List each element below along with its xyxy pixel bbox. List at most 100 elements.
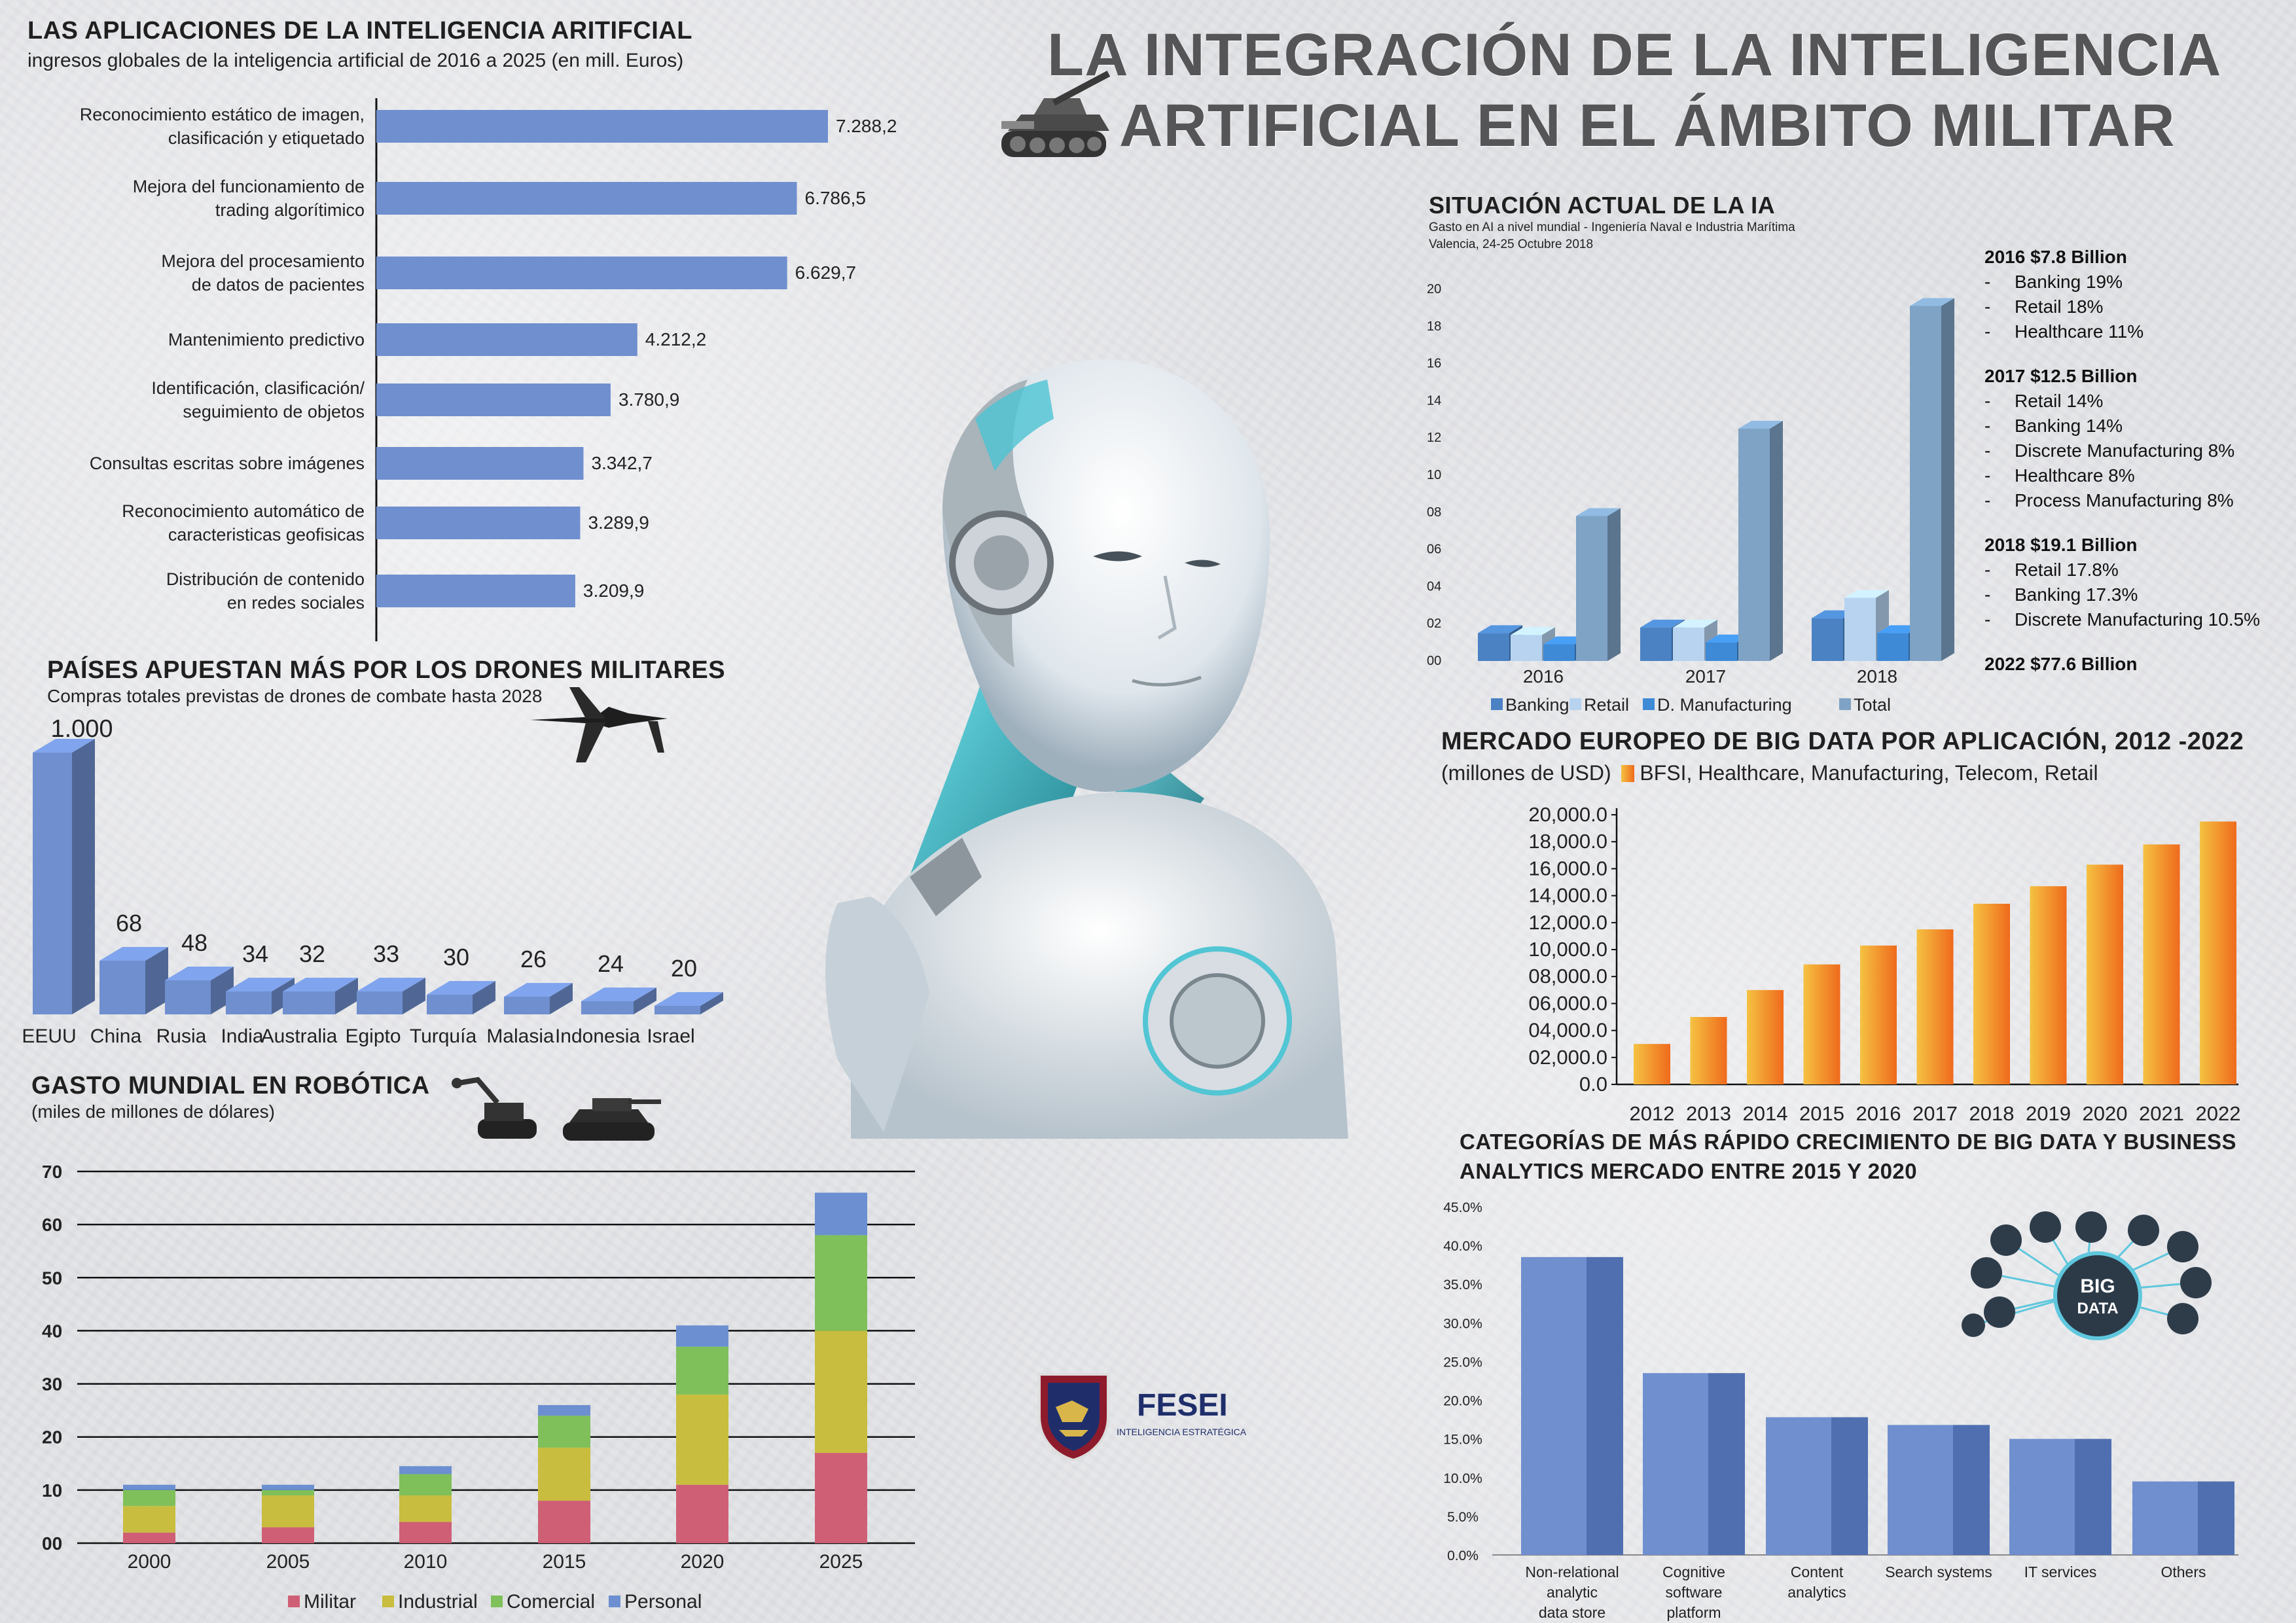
cat-x-label: IT services	[2024, 1563, 2097, 1580]
robotics-bar-segment	[538, 1416, 590, 1448]
robotics-y-tick: 50	[42, 1268, 62, 1288]
apps-subtitle: ingresos globales de la inteligencia art…	[27, 50, 684, 71]
robotics-y-tick: 40	[42, 1321, 62, 1341]
drone-country-label: China	[90, 1026, 142, 1047]
military-robot-icon	[452, 1077, 661, 1141]
cat-x-label: Search systems	[1885, 1563, 1992, 1580]
eu-bar	[2143, 844, 2180, 1084]
robotics-bar-segment	[538, 1501, 590, 1543]
apps-category-label: de datos de pacientes	[192, 275, 365, 294]
drone-value-label: 26	[520, 946, 547, 972]
apps-category-label: Reconocimiento automático de	[122, 501, 365, 521]
ia-note-text: Discrete Manufacturing 10.5%	[2015, 609, 2261, 630]
ia-note-item: - Discrete Manufacturing 8%	[1984, 438, 2292, 463]
robotics-bar-segment	[815, 1453, 867, 1543]
ia-y-tick: 20	[1427, 282, 1441, 296]
bigdata-cat-title2: ANALYTICS MERCADO ENTRE 2015 Y 2020	[1460, 1159, 1918, 1183]
apps-value-label: 6.629,7	[795, 262, 856, 283]
apps-category-label: seguimiento de objetos	[183, 402, 365, 421]
eu-y-tick: 20,000.0	[1528, 803, 1607, 826]
drone-country-label: Rusia	[156, 1026, 207, 1047]
robotics-legend-swatch	[382, 1596, 394, 1607]
ia-y-tick: 08	[1427, 505, 1441, 520]
drone-country-label: Egipto	[345, 1026, 401, 1047]
drone-bar	[283, 978, 358, 1014]
big-data-badge-line2: DATA	[2077, 1300, 2118, 1317]
robotics-bar-segment	[676, 1394, 728, 1485]
drones-chart: 1.000 EEUU 68 China 48 Rusia 34 India 32 Australi…	[22, 715, 723, 1047]
apps-title: LAS APLICACIONES DE LA INTELIGENCIA ARIT…	[27, 17, 692, 45]
eu-x-label: 2018	[1969, 1102, 2015, 1125]
eu-bar	[2200, 821, 2236, 1084]
drone-value-label: 34	[242, 940, 268, 967]
eu-x-label: 2017	[1912, 1102, 1958, 1125]
big-data-icon: BIG DATA	[1962, 1211, 2212, 1340]
eu-x-label: 2013	[1686, 1102, 1731, 1125]
apps-bar	[376, 575, 575, 607]
apps-category-label: Mejora del procesamiento	[161, 251, 365, 271]
drone-bar	[655, 992, 723, 1014]
ia-note-item: - Healthcare 8%	[1984, 463, 2292, 488]
cat-x-label: Others	[2161, 1563, 2206, 1580]
robotics-legend-label: Personal	[624, 1591, 702, 1613]
ia-note-bullet: -	[1984, 416, 1991, 436]
fesei-shield-icon	[1038, 1373, 1109, 1462]
ia-legend-label: Retail	[1584, 695, 1629, 715]
ia-status-title: SITUACIÓN ACTUAL DE LA IA	[1429, 192, 1776, 219]
ia-note-item: - Retail 18%	[1984, 294, 2292, 319]
robotics-x-label: 2025	[819, 1551, 863, 1573]
ia-spend-notes: 2016 $7.8 Billion - Banking 19% - Retail 18%…	[1984, 245, 2292, 677]
eu-y-tick: 06,000.0	[1528, 991, 1607, 1014]
cat-bar	[1888, 1425, 1990, 1555]
drone-value-label: 24	[598, 950, 624, 977]
cat-x-label: Cognitive	[1662, 1563, 1725, 1580]
main-title-line1: LA INTEGRACIÓN DE LA INTELIGENCIA	[1047, 22, 2222, 88]
apps-category-label: Consultas escritas sobre imágenes	[90, 454, 365, 473]
big-data-badge-line1: BIG	[2080, 1275, 2115, 1297]
ia-y-tick: 18	[1427, 319, 1441, 334]
cat-y-tick: 10.0%	[1443, 1471, 1482, 1486]
eu-y-tick: 18,000.0	[1528, 830, 1607, 853]
apps-category-label: clasificación y etiquetado	[168, 128, 365, 148]
apps-value-label: 3.342,7	[591, 453, 652, 473]
eu-bar	[2087, 865, 2123, 1084]
drone-country-label: Malasia	[486, 1026, 554, 1047]
apps-category-label: caracteristicas geofisicas	[168, 525, 365, 544]
ia-y-tick: 00	[1427, 654, 1441, 668]
ia-note-bullet: -	[1984, 560, 1991, 580]
eu-bar	[1973, 903, 2010, 1084]
drone-value-label: 20	[671, 955, 697, 982]
drone-bar	[33, 739, 95, 1014]
robotics-x-label: 2005	[266, 1551, 310, 1573]
cat-bar	[1521, 1257, 1623, 1555]
robotics-bar-segment	[123, 1506, 175, 1533]
robotics-x-label: 2020	[681, 1551, 725, 1573]
robotics-bar-segment	[399, 1495, 452, 1522]
ia-y-tick: 14	[1427, 393, 1441, 408]
apps-value-label: 3.289,9	[588, 512, 649, 533]
ia-note-bullet: -	[1984, 272, 1991, 292]
eu-x-label: 2020	[2083, 1102, 2128, 1125]
drone-country-label: EEUU	[22, 1026, 76, 1047]
ia-note-item: - Retail 14%	[1984, 389, 2292, 414]
eu-bar	[1803, 964, 1840, 1084]
ia-note-bullet: -	[1984, 391, 1991, 411]
cat-y-tick: 20.0%	[1443, 1394, 1482, 1409]
eu-x-label: 2019	[2026, 1102, 2071, 1125]
apps-bar	[376, 182, 797, 215]
robotics-bar-segment	[123, 1532, 175, 1543]
ia-legend-label: Banking	[1505, 695, 1570, 715]
apps-category-label: trading algorítimico	[215, 200, 365, 220]
drone-bar	[165, 967, 234, 1014]
ia-status-subtitle1: Gasto en AI a nivel mundial - Ingeniería…	[1429, 221, 1795, 234]
drones-subtitle: Compras totales previstas de drones de c…	[47, 686, 543, 706]
drone-value-label: 1.000	[50, 715, 113, 743]
fesei-logo-tagline: INTELIGENCIA ESTRATÉGICA	[1117, 1427, 1247, 1437]
bigdata-eu-units: (millones de USD)	[1441, 761, 1611, 785]
robotics-bar-segment	[123, 1484, 175, 1490]
ia-note-item: - Banking 17.3%	[1984, 582, 2292, 607]
ia-note-bullet: -	[1984, 440, 1991, 461]
cat-x-label: data store	[1539, 1604, 1605, 1621]
robotics-y-tick: 10	[42, 1480, 62, 1501]
drone-value-label: 48	[181, 929, 207, 956]
